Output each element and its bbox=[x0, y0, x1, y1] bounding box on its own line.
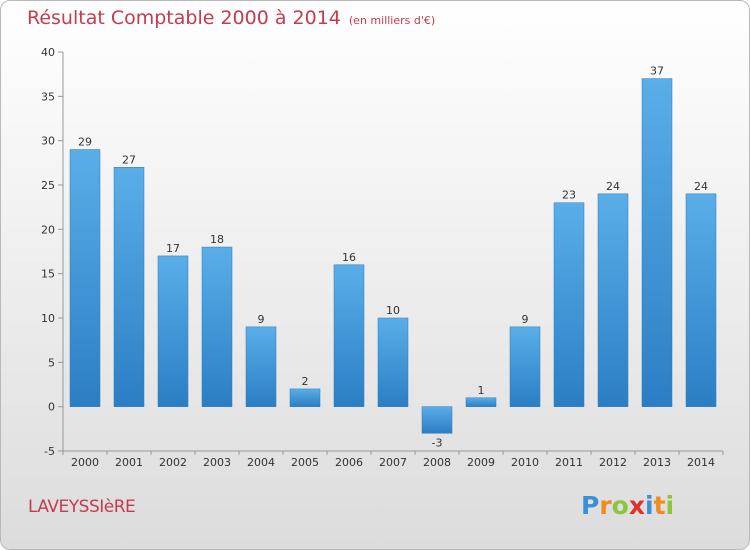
value-label-2013: 37 bbox=[650, 65, 664, 78]
y-tick-label: -5 bbox=[44, 445, 55, 458]
y-tick-label: 30 bbox=[41, 135, 55, 148]
bar-2012[interactable] bbox=[597, 193, 629, 407]
x-tick-label-2013: 2013 bbox=[643, 456, 671, 469]
x-tick-label-2009: 2009 bbox=[467, 456, 495, 469]
value-label-2001: 27 bbox=[122, 153, 136, 166]
x-tick-label-2001: 2001 bbox=[115, 456, 143, 469]
x-tick-label-2008: 2008 bbox=[423, 456, 451, 469]
bar-2004[interactable] bbox=[245, 326, 277, 407]
bar-2005[interactable] bbox=[289, 388, 321, 407]
x-tick-label-2010: 2010 bbox=[511, 456, 539, 469]
logo-letter: x bbox=[628, 491, 645, 520]
bar-2006[interactable] bbox=[333, 264, 365, 407]
value-label-2008: -3 bbox=[432, 436, 443, 449]
y-tick-label: 40 bbox=[41, 46, 55, 59]
y-tick-label: 15 bbox=[41, 268, 55, 281]
value-label-2011: 23 bbox=[562, 189, 576, 202]
logo-letter: o bbox=[611, 491, 629, 520]
y-tick-label: 5 bbox=[48, 356, 55, 369]
value-label-2003: 18 bbox=[210, 233, 224, 246]
x-tick-label-2011: 2011 bbox=[555, 456, 583, 469]
chart-labels: 29 27 17 18 9 2 16 10 -3 1 9 23 24 37 24 bbox=[78, 65, 708, 450]
y-tick-label: 20 bbox=[41, 223, 55, 236]
x-tick-label-2004: 2004 bbox=[247, 456, 275, 469]
logo-letter: t bbox=[653, 491, 666, 520]
x-tick-label-2003: 2003 bbox=[203, 456, 231, 469]
bar-2011[interactable] bbox=[553, 202, 585, 407]
chart-title-main: Résultat Comptable 2000 à 2014 bbox=[27, 7, 341, 29]
value-label-2014: 24 bbox=[694, 180, 708, 193]
value-label-2000: 29 bbox=[78, 136, 92, 149]
x-tick-label-2005: 2005 bbox=[291, 456, 319, 469]
x-tick-label-2007: 2007 bbox=[379, 456, 407, 469]
logo-letter: i bbox=[645, 491, 654, 520]
value-label-2004: 9 bbox=[258, 313, 265, 326]
chart-title: Résultat Comptable 2000 à 2014 (en millie… bbox=[27, 7, 435, 29]
commune-name: LAVEYSSIèRE bbox=[28, 497, 136, 517]
bar-2009[interactable] bbox=[465, 397, 497, 407]
bar-2003[interactable] bbox=[201, 246, 233, 407]
chart-title-unit: (en milliers d'€) bbox=[348, 14, 436, 27]
y-tick-label: 35 bbox=[41, 90, 55, 103]
logo-letter: r bbox=[599, 491, 612, 520]
x-tick-label-2002: 2002 bbox=[159, 456, 187, 469]
value-label-2002: 17 bbox=[166, 242, 180, 255]
x-tick-label-2006: 2006 bbox=[335, 456, 363, 469]
value-label-2006: 16 bbox=[342, 251, 356, 264]
value-label-2009: 1 bbox=[478, 384, 485, 397]
bar-2014[interactable] bbox=[685, 193, 717, 407]
value-label-2005: 2 bbox=[302, 375, 309, 388]
y-tick-label: 25 bbox=[41, 179, 55, 192]
bar-2010[interactable] bbox=[509, 326, 541, 407]
value-label-2007: 10 bbox=[386, 304, 400, 317]
bar-2002[interactable] bbox=[157, 255, 189, 407]
logo-letter: P bbox=[581, 491, 600, 520]
x-tick-label-2012: 2012 bbox=[599, 456, 627, 469]
x-tick-label-2014: 2014 bbox=[687, 456, 715, 469]
bar-2007[interactable] bbox=[377, 317, 409, 407]
bar-2013[interactable] bbox=[641, 78, 673, 407]
x-tick-label-2000: 2000 bbox=[71, 456, 99, 469]
value-label-2012: 24 bbox=[606, 180, 620, 193]
value-label-2010: 9 bbox=[522, 313, 529, 326]
chart-axes: -5 0 5 10 15 20 25 30 35 40 2000 2001 2002 2003 2004 20… bbox=[41, 46, 724, 469]
chart-bars bbox=[69, 78, 717, 434]
y-tick-label: 10 bbox=[41, 312, 55, 325]
proxiti-logo[interactable]: Proxiti bbox=[581, 491, 674, 520]
logo-letter: i bbox=[665, 491, 675, 520]
bar-2000[interactable] bbox=[69, 149, 101, 407]
bar-2001[interactable] bbox=[113, 167, 145, 407]
y-tick-label: 0 bbox=[48, 401, 55, 414]
bar-2008[interactable] bbox=[421, 406, 453, 434]
